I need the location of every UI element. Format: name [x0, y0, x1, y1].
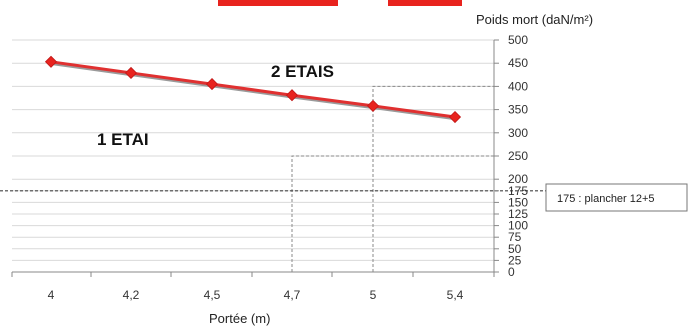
data-point-4,7 — [285, 89, 299, 102]
reference-callout-label: 175 : plancher 12+5 — [557, 193, 655, 205]
y-tick-label-200: 200 — [508, 172, 528, 186]
y-tick-label-300: 300 — [508, 126, 528, 140]
y-tick-label-100: 100 — [508, 219, 528, 233]
y-tick-label-50: 50 — [508, 242, 522, 256]
step-line-4,7 — [291, 155, 494, 272]
step-line-5 — [372, 85, 494, 272]
y-tick-label-350: 350 — [508, 103, 528, 117]
x-axis-title: Portée (m) — [209, 311, 270, 326]
series-line — [50, 60, 456, 119]
x-tick-label-4,5: 4,5 — [204, 288, 221, 302]
y-tick-label-450: 450 — [508, 56, 528, 70]
region-label-1-etai: 1 ETAI — [97, 130, 149, 149]
y-tick-label-25: 25 — [508, 253, 522, 267]
y-tick-label-250: 250 — [508, 149, 528, 163]
step-lines — [291, 85, 494, 272]
title-cropped-left — [218, 0, 338, 6]
y-tick-label-175: 175 — [508, 184, 528, 198]
x-tick-label-4: 4 — [48, 288, 55, 302]
x-tick-label-5: 5 — [370, 288, 377, 302]
grid-lines — [12, 39, 494, 261]
x-tick-label-4,2: 4,2 — [123, 288, 140, 302]
data-point-5,4 — [448, 110, 462, 124]
y-tick-label-75: 75 — [508, 230, 522, 244]
x-tick-labels: 4 4,2 4,5 4,7 5 5,4 — [11, 272, 495, 302]
reference-callout-box — [545, 183, 688, 212]
data-point-4,2 — [124, 66, 138, 80]
x-tick-label-4,7: 4,7 — [284, 288, 301, 302]
data-point-4,5 — [205, 78, 219, 91]
title-cropped-right — [388, 0, 462, 6]
data-point-5 — [366, 99, 380, 112]
x-tick-label-5,4: 5,4 — [447, 288, 464, 302]
y-tick-label-400: 400 — [508, 79, 528, 93]
y-axis-title: Poids mort (daN/m²) — [476, 12, 593, 27]
region-label-2-etais: 2 ETAIS — [271, 62, 334, 81]
series-group — [44, 55, 462, 124]
y-tick-label-500: 500 — [508, 33, 528, 47]
data-point-4 — [44, 55, 58, 68]
y-tick-label-150: 150 — [508, 195, 528, 209]
y-tick-label-125: 125 — [508, 207, 528, 221]
y-tick-label-0: 0 — [508, 265, 515, 279]
